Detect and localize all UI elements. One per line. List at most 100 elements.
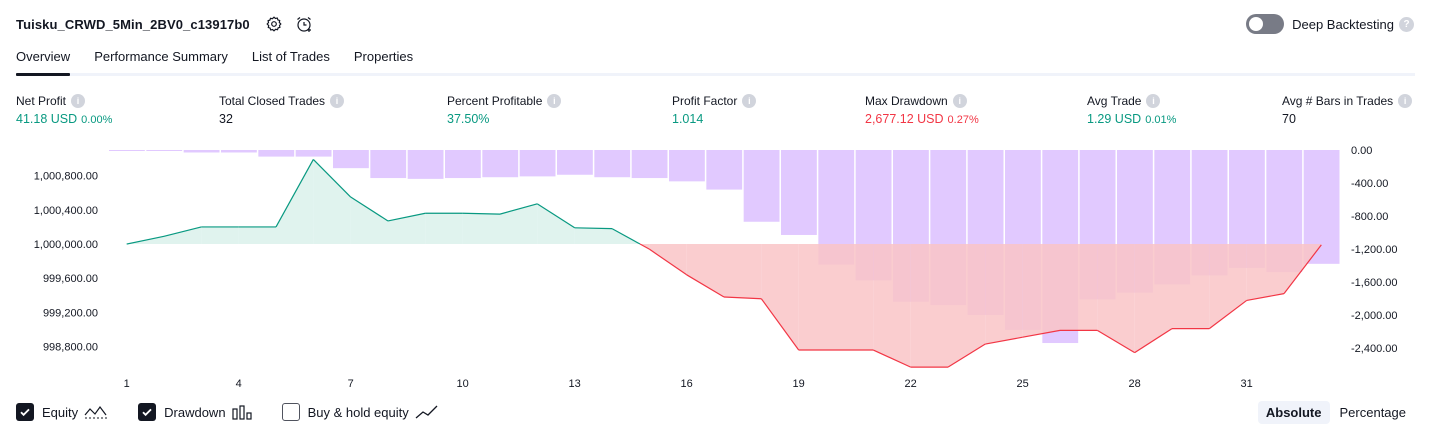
metric-value: 1.29 USD — [1087, 112, 1142, 126]
info-icon[interactable]: i — [742, 94, 757, 108]
metric-percent: 0.00% — [81, 114, 113, 126]
x-axis-label: 1 — [124, 378, 130, 390]
equity-loss-area — [724, 244, 762, 299]
drawdown-bar — [333, 150, 369, 169]
x-axis-label: 7 — [348, 378, 354, 390]
checkbox-checked-icon[interactable] — [16, 403, 34, 421]
drawdown-axis-label: -1,200.00 — [1351, 244, 1397, 256]
equity-profit-area — [350, 197, 388, 245]
metric-label: Avg Trade — [1087, 94, 1142, 108]
x-axis-label: 28 — [1129, 378, 1141, 390]
drawdown-bar — [258, 150, 295, 157]
equity-profit-area — [201, 226, 239, 245]
equity-axis-label: 999,200.00 — [43, 307, 98, 319]
equity-line-segment — [1022, 329, 1061, 338]
metric-percent-profitable: Percent Profitable i 37.50% — [447, 94, 562, 126]
equity-line-segment — [648, 248, 688, 276]
info-icon[interactable]: i — [952, 94, 967, 108]
tab-properties[interactable]: Properties — [353, 49, 414, 64]
equity-profit-area — [425, 213, 463, 245]
equity-loss-area — [985, 244, 1023, 345]
gear-icon[interactable] — [264, 14, 284, 34]
equity-line-segment — [1208, 299, 1248, 330]
equity-line-segment — [947, 343, 986, 368]
equity-loss-area — [1134, 244, 1172, 353]
metric-label: Avg # Bars in Trades — [1282, 94, 1394, 108]
equity-axis-label: 1,000,000.00 — [34, 239, 98, 251]
equity-drawdown-chart[interactable]: 1,000,800.00 1,000,400.00 1,000,000.00 999,… — [0, 140, 1431, 395]
equity-loss-area — [686, 244, 724, 298]
equity-loss-area — [1172, 244, 1210, 329]
drawdown-axis-label: -400.00 — [1351, 178, 1388, 190]
equity-line-segment — [275, 159, 314, 228]
x-axis-label: 22 — [905, 378, 917, 390]
equity-loss-area — [948, 244, 986, 368]
tab-performance-summary[interactable]: Performance Summary — [94, 49, 228, 64]
buy-hold-line-icon — [415, 404, 439, 420]
deep-backtesting-toggle[interactable] — [1246, 14, 1285, 34]
drawdown-bar — [519, 150, 556, 177]
drawdown-bar — [109, 150, 145, 151]
drawdown-axis-label: -800.00 — [1351, 211, 1388, 223]
drawdown-bar — [706, 150, 743, 190]
legend-drawdown[interactable]: Drawdown — [138, 403, 252, 421]
legend-label: Drawdown — [164, 404, 226, 420]
equity-line-segment — [723, 296, 762, 300]
equity-line-segment — [1246, 293, 1285, 302]
info-icon[interactable]: i — [71, 94, 86, 108]
deep-backtesting: Deep Backtesting ? — [1246, 14, 1414, 34]
equity-line-segment — [985, 336, 1023, 345]
drawdown-bar — [594, 150, 631, 178]
equity-line-segment — [574, 227, 613, 230]
strategy-header: Tuisku_CRWD_5Min_2BV0_c13917b0 — [16, 12, 314, 36]
drawdown-bar — [631, 150, 668, 179]
x-axis-label: 10 — [457, 378, 469, 390]
drawdown-bar — [407, 150, 444, 179]
equity-line-segment — [1134, 328, 1173, 354]
tab-overview[interactable]: Overview — [16, 46, 71, 76]
drawdown-bar — [146, 150, 183, 151]
metric-label: Total Closed Trades — [219, 94, 326, 108]
equity-loss-area — [1209, 244, 1247, 329]
legend-buy-hold[interactable]: Buy & hold equity — [281, 403, 439, 421]
x-axis-label: 31 — [1241, 378, 1253, 390]
equity-loss-area — [649, 244, 687, 275]
strategy-name: Tuisku_CRWD_5Min_2BV0_c13917b0 — [16, 16, 250, 32]
equity-line-segment — [312, 158, 352, 198]
equity-area-icon — [84, 404, 108, 420]
value-mode-switch: Absolute Percentage — [1256, 401, 1414, 424]
drawdown-bar — [781, 150, 817, 235]
info-icon[interactable]: i — [547, 94, 562, 108]
info-icon[interactable]: i — [1398, 94, 1413, 108]
tab-bar: Overview Performance Summary List of Tra… — [16, 46, 1415, 76]
mode-absolute-button[interactable]: Absolute — [1257, 401, 1330, 424]
legend-equity[interactable]: Equity — [16, 403, 108, 421]
drawdown-axis-label: -1,600.00 — [1351, 277, 1397, 289]
equity-line-segment — [126, 235, 165, 245]
help-icon[interactable]: ? — [1399, 16, 1414, 32]
drawdown-axis-label: 0.00 — [1351, 145, 1372, 157]
equity-line-segment — [387, 212, 426, 222]
equity-axis-label: 998,800.00 — [43, 342, 98, 354]
metric-avg-trade: Avg Trade i 1.29 USD 0.01% — [1087, 94, 1176, 126]
legend-label: Equity — [42, 404, 79, 420]
metric-label: Profit Factor — [672, 94, 738, 108]
metric-value: 41.18 USD — [16, 112, 78, 126]
info-icon[interactable]: i — [1146, 94, 1161, 108]
equity-profit-area — [537, 203, 575, 245]
alarm-clock-add-icon[interactable] — [294, 14, 314, 34]
equity-loss-area — [798, 244, 836, 351]
checkbox-unchecked-icon[interactable] — [281, 403, 300, 421]
drawdown-axis-label: -2,400.00 — [1351, 343, 1397, 355]
equity-line-segment — [686, 274, 725, 298]
mode-percentage-button[interactable]: Percentage — [1339, 405, 1407, 420]
drawdown-bar — [669, 150, 705, 182]
checkbox-checked-icon[interactable] — [138, 403, 157, 421]
equity-loss-area — [1060, 244, 1098, 331]
chart-legend: Equity Drawdown Buy & hold equity — [16, 403, 469, 421]
equity-profit-area — [574, 227, 612, 245]
tab-list-of-trades[interactable]: List of Trades — [251, 49, 330, 64]
info-icon[interactable]: i — [330, 94, 345, 108]
x-axis-label: 19 — [793, 378, 805, 390]
equity-loss-area — [761, 244, 799, 351]
